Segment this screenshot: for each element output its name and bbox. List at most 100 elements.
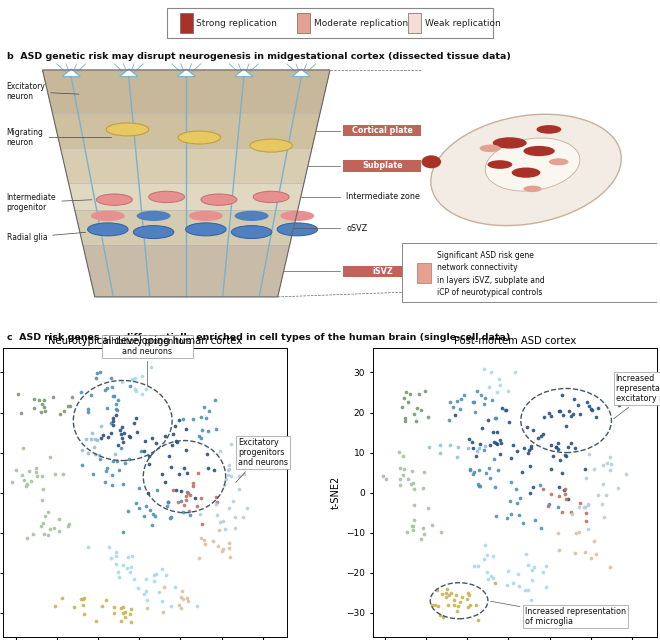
Point [605, 562, 616, 572]
Point [126, 562, 137, 572]
Point [463, 602, 473, 612]
Point [397, 403, 407, 413]
Point [117, 527, 128, 537]
Point [102, 383, 112, 393]
Point [471, 451, 482, 461]
Point [197, 425, 207, 435]
Point [146, 362, 156, 372]
Point [574, 527, 584, 538]
Point [471, 600, 481, 611]
Point [443, 600, 453, 610]
Point [223, 465, 234, 476]
Point [514, 492, 525, 502]
Point [82, 542, 93, 552]
Point [502, 580, 512, 590]
Point [378, 471, 389, 481]
Point [148, 576, 159, 586]
Ellipse shape [178, 131, 220, 144]
Point [598, 479, 609, 489]
Point [554, 482, 564, 492]
Point [48, 392, 58, 402]
Point [94, 450, 104, 460]
Point [85, 435, 96, 445]
Ellipse shape [253, 191, 289, 203]
Point [181, 492, 191, 502]
Point [101, 595, 112, 605]
Point [31, 463, 42, 474]
Ellipse shape [234, 211, 269, 221]
Text: Significant ASD risk gene
network connectivity
in layers iSVZ, subplate and
iCP : Significant ASD risk gene network connec… [436, 251, 544, 298]
Polygon shape [83, 246, 290, 297]
Point [527, 482, 538, 492]
Point [602, 458, 612, 468]
Point [409, 515, 419, 525]
Point [238, 460, 249, 470]
Point [109, 602, 119, 612]
Point [90, 616, 101, 627]
Point [119, 458, 130, 468]
Point [503, 386, 513, 396]
Point [196, 433, 207, 443]
Point [176, 486, 187, 497]
Point [170, 421, 181, 431]
Point [504, 417, 514, 428]
Point [475, 481, 485, 491]
Point [100, 477, 111, 487]
Point [242, 503, 252, 513]
Point [467, 397, 478, 408]
Point [448, 595, 459, 605]
Point [108, 456, 118, 467]
Point [36, 399, 47, 409]
Point [538, 566, 548, 577]
Point [469, 561, 479, 571]
Point [142, 595, 152, 605]
Point [468, 444, 478, 454]
Point [527, 424, 538, 435]
Point [560, 484, 570, 494]
Text: Inhibitory progenitors
and neurons: Inhibitory progenitors and neurons [104, 337, 191, 386]
Point [122, 506, 133, 516]
Text: Migrating
neuron: Migrating neuron [7, 128, 112, 147]
Text: Intermediate zone: Intermediate zone [346, 193, 420, 202]
Point [118, 609, 129, 619]
Point [193, 431, 204, 441]
Point [171, 485, 182, 495]
Point [508, 578, 519, 588]
Point [574, 502, 584, 512]
Point [488, 551, 499, 561]
Point [106, 470, 117, 480]
Point [199, 403, 209, 413]
Polygon shape [292, 69, 310, 77]
Point [119, 612, 130, 623]
Point [490, 483, 500, 493]
Point [513, 581, 524, 591]
Point [139, 589, 149, 599]
Point [154, 587, 164, 597]
Point [83, 448, 94, 458]
Point [523, 584, 534, 595]
Point [442, 584, 453, 595]
Point [562, 442, 573, 452]
Polygon shape [75, 211, 298, 246]
FancyBboxPatch shape [343, 160, 422, 172]
Point [213, 541, 224, 551]
Point [112, 405, 122, 415]
Point [226, 470, 236, 481]
Point [578, 502, 589, 512]
Point [102, 463, 112, 473]
Point [407, 520, 417, 531]
Point [50, 469, 61, 479]
Point [182, 487, 193, 497]
Point [90, 435, 100, 445]
Point [29, 403, 40, 413]
Point [554, 455, 565, 465]
Point [586, 553, 597, 563]
Point [221, 474, 232, 484]
Point [137, 371, 147, 381]
Point [106, 418, 117, 428]
Point [147, 433, 157, 443]
Point [535, 480, 546, 490]
Point [570, 442, 581, 452]
Point [131, 497, 141, 508]
Point [523, 559, 533, 570]
